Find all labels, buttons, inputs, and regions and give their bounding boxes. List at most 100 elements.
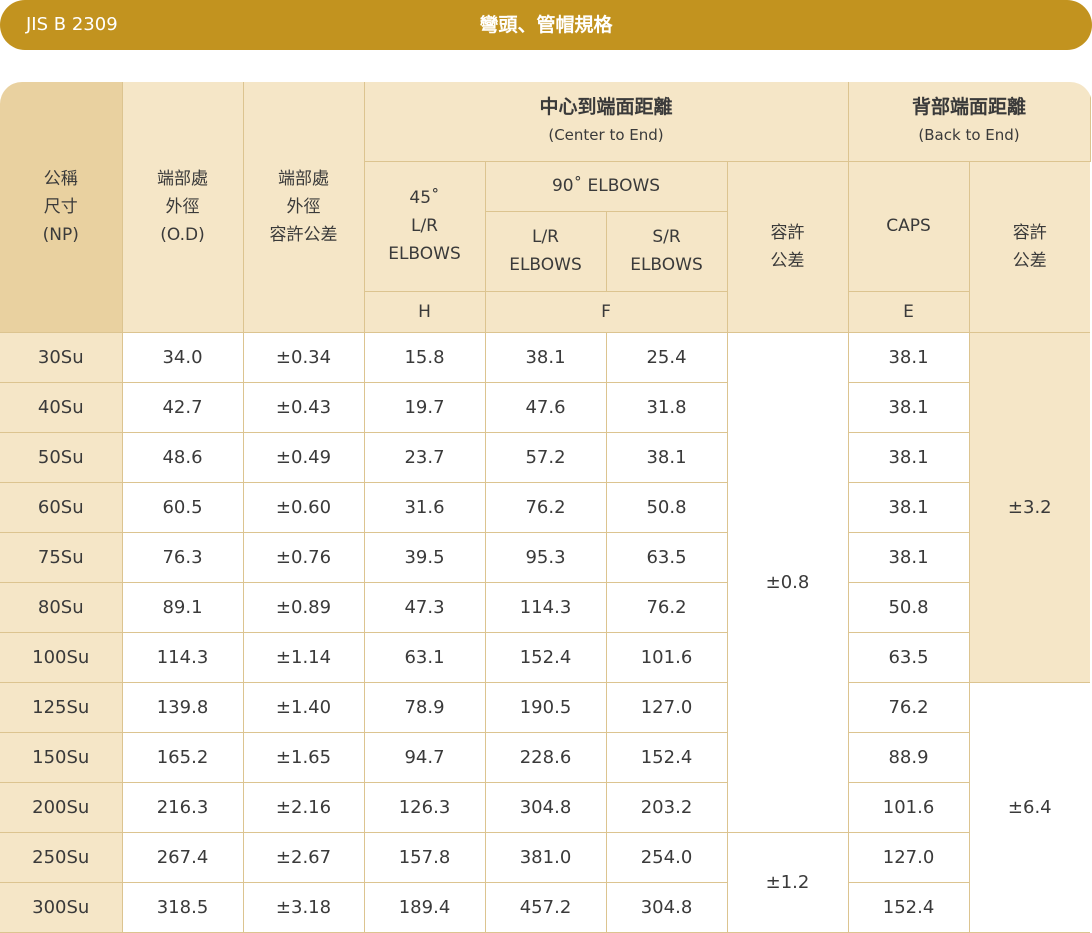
cell-od: 267.4: [121, 831, 244, 883]
cell-od-tolerance: ±0.76: [242, 531, 365, 583]
cell-lr-elbow: 114.3: [484, 581, 607, 633]
table-row: 75Su 76.3 ±0.76 39.5 95.3 63.5 38.1: [0, 531, 1092, 583]
standard-label: JIS B 2309: [26, 14, 118, 35]
cell-od-tolerance: ±2.67: [242, 831, 365, 883]
header-90-sr-elbows: S/R ELBOWS: [605, 210, 727, 292]
cell-np: 50Su: [0, 431, 123, 483]
table-row: 60Su 60.5 ±0.60 31.6 76.2 50.8 38.1: [0, 481, 1092, 533]
cell-h: 189.4: [363, 881, 486, 933]
cell-lr-elbow: 57.2: [484, 431, 607, 483]
cell-h: 23.7: [363, 431, 486, 483]
cell-caps-e: 63.5: [847, 631, 970, 683]
cell-np: 40Su: [0, 381, 123, 433]
cell-caps-e: 38.1: [847, 381, 970, 433]
cell-np: 300Su: [0, 881, 123, 933]
cell-lr-elbow: 95.3: [484, 531, 607, 583]
cell-caps-e: 76.2: [847, 681, 970, 733]
cell-np: 30Su: [0, 331, 123, 383]
cell-elbow-tolerance: ±0.8: [726, 331, 849, 833]
cell-np: 200Su: [0, 781, 123, 833]
cell-lr-elbow: 304.8: [484, 781, 607, 833]
cell-lr-elbow: 152.4: [484, 631, 607, 683]
header-symbol-f: F: [484, 290, 728, 333]
cell-np: 125Su: [0, 681, 123, 733]
table-row: 200Su 216.3 ±2.16 126.3 304.8 203.2 101.6: [0, 781, 1092, 833]
page-title: 彎頭、管帽規格: [479, 14, 613, 36]
cell-h: 39.5: [363, 531, 486, 583]
cell-h: 78.9: [363, 681, 486, 733]
cell-caps-tolerance: ±6.4: [968, 681, 1091, 933]
cell-caps-e: 152.4: [847, 881, 970, 933]
cell-lr-elbow: 381.0: [484, 831, 607, 883]
cell-lr-elbow: 190.5: [484, 681, 607, 733]
cell-od: 114.3: [121, 631, 244, 683]
cell-h: 157.8: [363, 831, 486, 883]
cell-od-tolerance: ±0.43: [242, 381, 365, 433]
cell-sr-elbow: 50.8: [605, 481, 728, 533]
cell-od-tolerance: ±0.34: [242, 331, 365, 383]
cell-od: 60.5: [121, 481, 244, 533]
cell-od-tolerance: ±2.16: [242, 781, 365, 833]
cell-od-tolerance: ±1.65: [242, 731, 365, 783]
cell-sr-elbow: 152.4: [605, 731, 728, 783]
cell-caps-e: 38.1: [847, 531, 970, 583]
table-row: 80Su 89.1 ±0.89 47.3 114.3 76.2 50.8: [0, 581, 1092, 633]
cell-caps-tolerance: ±3.2: [968, 331, 1091, 683]
cell-sr-elbow: 304.8: [605, 881, 728, 933]
cell-sr-elbow: 25.4: [605, 331, 728, 383]
table-row: 40Su 42.7 ±0.43 19.7 47.6 31.8 38.1: [0, 381, 1092, 433]
cell-sr-elbow: 31.8: [605, 381, 728, 433]
header-back-to-end: 背部端面距離 (Back to End): [847, 82, 1091, 162]
cell-od-tolerance: ±0.89: [242, 581, 365, 633]
cell-sr-elbow: 76.2: [605, 581, 728, 633]
cell-od: 139.8: [121, 681, 244, 733]
cell-sr-elbow: 101.6: [605, 631, 728, 683]
cell-od-tolerance: ±1.40: [242, 681, 365, 733]
cell-np: 75Su: [0, 531, 123, 583]
cell-sr-elbow: 254.0: [605, 831, 728, 883]
table-row: 125Su 139.8 ±1.40 78.9 190.5 127.0 76.2 ±6.4: [0, 681, 1092, 933]
cell-od-tolerance: ±1.14: [242, 631, 365, 683]
cell-np: 250Su: [0, 831, 123, 883]
cell-caps-e: 101.6: [847, 781, 970, 833]
cell-sr-elbow: 203.2: [605, 781, 728, 833]
table-row: 250Su 267.4 ±2.67 157.8 381.0 254.0 ±1.2 127.0: [0, 831, 1092, 933]
cell-od-tolerance: ±0.60: [242, 481, 365, 533]
title-bar: JIS B 2309 彎頭、管帽規格: [0, 0, 1092, 50]
header-od-tolerance: 端部處 外徑 容許公差: [242, 82, 365, 333]
cell-np: 80Su: [0, 581, 123, 633]
cell-lr-elbow: 457.2: [484, 881, 607, 933]
table-row: 300Su 318.5 ±3.18 189.4 457.2 304.8 152.4: [0, 881, 1092, 933]
cell-od: 76.3: [121, 531, 244, 583]
cell-od: 89.1: [121, 581, 244, 633]
cell-od: 216.3: [121, 781, 244, 833]
header-caps: CAPS: [847, 160, 970, 292]
cell-caps-e: 38.1: [847, 431, 970, 483]
table-row: 100Su 114.3 ±1.14 63.1 152.4 101.6 63.5: [0, 631, 1092, 683]
cell-h: 19.7: [363, 381, 486, 433]
cell-od: 165.2: [121, 731, 244, 783]
cell-sr-elbow: 63.5: [605, 531, 728, 583]
header-center-to-end: 中心到端面距離 (Center to End): [363, 82, 849, 162]
header-caps-tolerance: 容許 公差: [968, 160, 1091, 333]
table-row: 150Su 165.2 ±1.65 94.7 228.6 152.4 88.9: [0, 731, 1092, 783]
cell-od: 34.0: [121, 331, 244, 383]
cell-od: 42.7: [121, 381, 244, 433]
cell-od: 318.5: [121, 881, 244, 933]
spec-table-container: 公稱 尺寸 (NP) 端部處 外徑 (O.D) 端部處 外徑 容許公差 中心到端面距離 (C…: [0, 82, 1092, 933]
table-row: 30Su 34.0 ±0.34 15.8 38.1 25.4 ±0.8 38.1 ±3.2: [0, 331, 1092, 833]
cell-h: 126.3: [363, 781, 486, 833]
table-row: 50Su 48.6 ±0.49 23.7 57.2 38.1 38.1: [0, 431, 1092, 483]
header-90-elbows: 90˚ ELBOWS: [484, 160, 728, 212]
cell-lr-elbow: 38.1: [484, 331, 607, 383]
cell-caps-e: 50.8: [847, 581, 970, 633]
cell-caps-e: 127.0: [847, 831, 970, 883]
cell-h: 47.3: [363, 581, 486, 633]
cell-caps-e: 38.1: [847, 331, 970, 383]
cell-od: 48.6: [121, 431, 244, 483]
cell-h: 31.6: [363, 481, 486, 533]
cell-caps-e: 38.1: [847, 481, 970, 533]
cell-np: 60Su: [0, 481, 123, 533]
cell-h: 94.7: [363, 731, 486, 783]
header-45-lr-elbows: 45˚ L/R ELBOWS: [364, 160, 486, 292]
